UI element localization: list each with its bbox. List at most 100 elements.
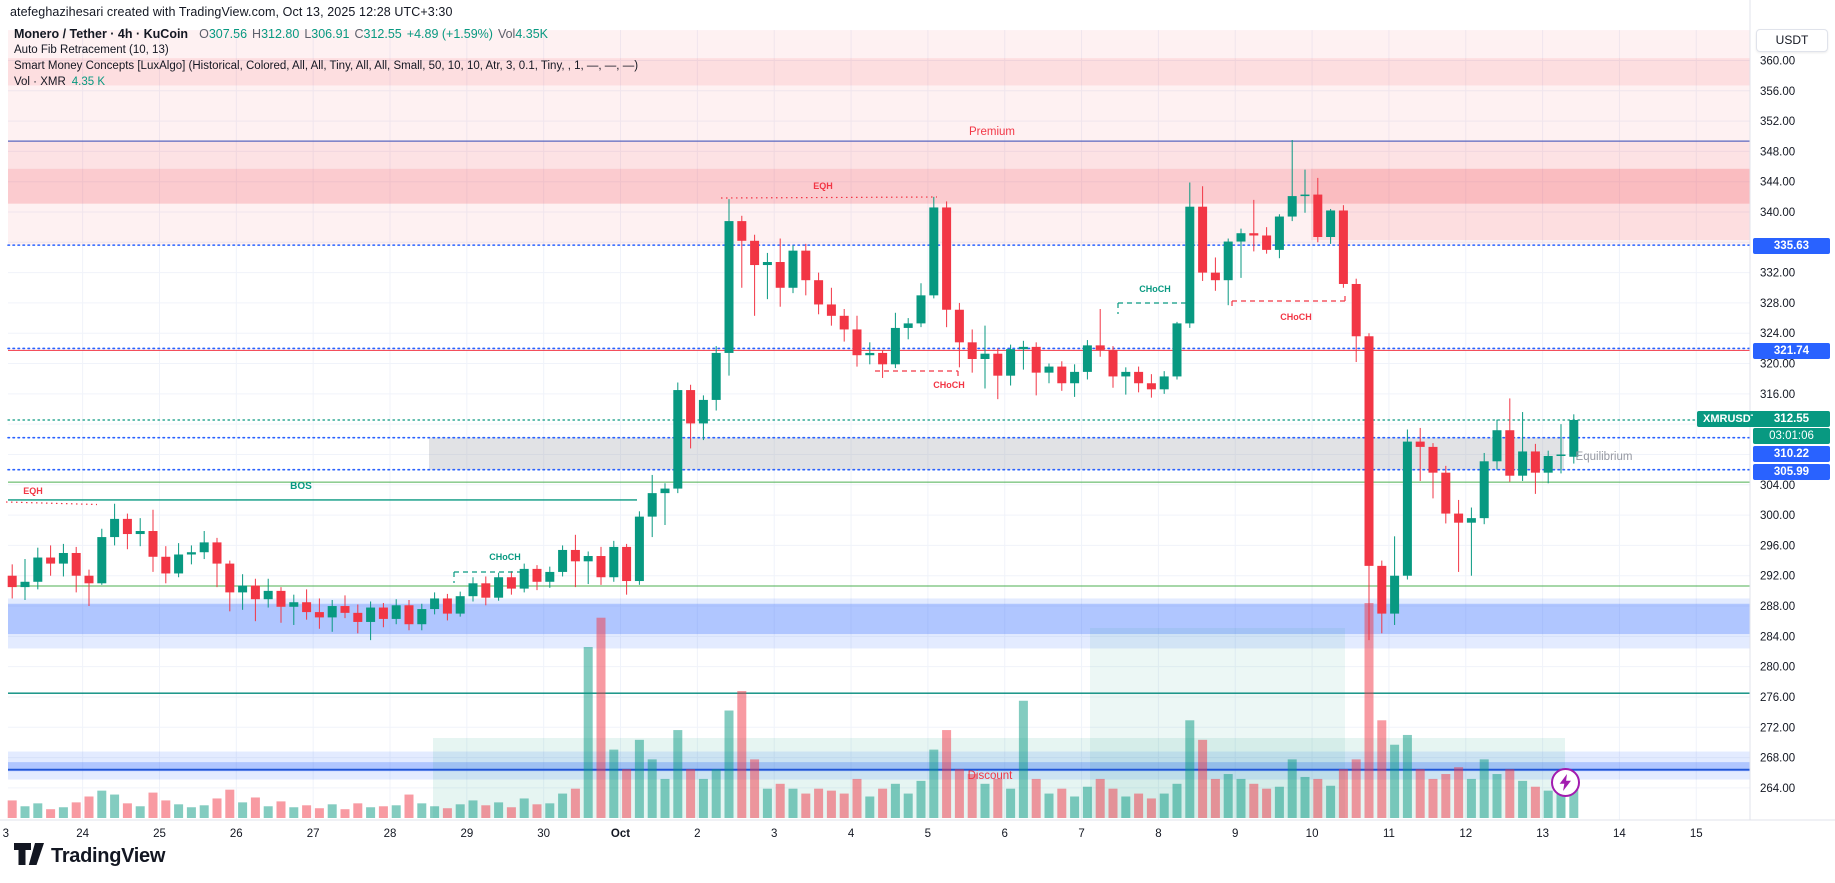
svg-text:356.00: 356.00 [1760,86,1795,98]
last-price-badge: 312.55 [1753,411,1830,427]
premium-pink-bg [8,30,1750,246]
svg-text:Oct: Oct [611,828,630,840]
close-label: C [354,27,364,41]
svg-text:344.00: 344.00 [1760,177,1795,189]
symbol-title[interactable]: Monero / Tether · 4h · KuCoin [14,27,189,41]
boost-lightning-icon[interactable] [1551,768,1580,797]
indicator-row-volume[interactable]: Vol · XMR 4.35 K [14,75,638,90]
fib-price-badge-310: 310.22 [1753,446,1830,462]
fib-band-345-341 [8,168,1750,204]
svg-text:292.00: 292.00 [1760,571,1795,583]
tradingview-logo[interactable]: TradingView [14,843,165,869]
svg-text:340.00: 340.00 [1760,207,1795,219]
svg-text:272.00: 272.00 [1760,722,1795,734]
volume-indicator-value: 4.35 K [71,76,106,88]
svg-text:12: 12 [1459,828,1472,840]
fib-band-349-341 [8,141,1750,204]
svg-text:296.00: 296.00 [1760,540,1795,552]
svg-text:284.00: 284.00 [1760,631,1795,643]
svg-text:4: 4 [848,828,855,840]
open-label: O [199,27,209,41]
indicator-row-smc[interactable]: Smart Money Concepts [LuxAlgo] (Historic… [14,60,639,72]
demand-blue-light [8,598,1750,649]
legend-symbol-row[interactable]: Monero / Tether · 4h · KuCoin O307.56 H 312… [14,27,638,42]
change-value: +4.89 (+1.59%) [406,27,493,41]
annotation-label: CHoCH [1139,284,1171,294]
svg-text:15: 15 [1690,828,1703,840]
close-value: 312.55 [363,27,402,41]
svg-text:8: 8 [1155,828,1161,840]
price-axis[interactable]: 360.00 356.00 352.00 348.00 344.00 340.00 332.… [1760,55,1795,794]
svg-text:348.00: 348.00 [1760,146,1795,158]
watermark-text: atefeghazihesari created with TradingVie… [10,5,453,19]
low-label: L [304,27,312,41]
svg-text:320.00: 320.00 [1760,359,1795,371]
zones-layer [8,30,1750,818]
svg-text:27: 27 [307,828,320,840]
annotation-label: Discount [968,770,1014,782]
svg-text:11: 11 [1383,828,1395,840]
svg-text:276.00: 276.00 [1760,692,1795,704]
fib-price-badge-321: 321.74 [1753,343,1830,359]
smc-annotations-layer: Premium Discount Equilibrium EQH EQH BOS CHoCH… [5,126,1633,782]
svg-text:3: 3 [771,828,777,840]
annotation-label: BOS [290,481,312,492]
annotation-label: Equilibrium [1576,451,1633,463]
svg-text:6: 6 [1002,828,1008,840]
annotation-label: CHoCH [489,552,521,562]
eqh-dotted-mid [720,196,938,199]
currency-toggle-button[interactable]: USDT [1756,29,1828,52]
svg-text:300.00: 300.00 [1760,510,1795,522]
svg-text:26: 26 [230,828,243,840]
low-blue-core [8,762,1750,772]
svg-text:28: 28 [384,828,397,840]
svg-text:24: 24 [76,828,89,840]
fib-price-badge-335: 335.63 [1753,238,1830,254]
annotation-label: EQH [23,486,43,496]
svg-text:30: 30 [537,828,550,840]
svg-text:7: 7 [1078,828,1084,840]
fib-band-right-ext [1311,168,1750,241]
svg-text:13: 13 [1536,828,1549,840]
svg-text:3: 3 [3,828,9,840]
svg-text:324.00: 324.00 [1760,328,1795,340]
svg-text:328.00: 328.00 [1760,298,1795,310]
candles-layer [7,140,1579,641]
volume-value: 4.35K [515,27,548,41]
svg-text:10: 10 [1306,828,1319,840]
annotation-label: CHoCH [1280,312,1312,322]
svg-text:2: 2 [694,828,700,840]
symbol-price-chip: XMRUSDT [1697,411,1764,427]
svg-text:5: 5 [925,828,931,840]
open-value: 307.56 [208,27,248,41]
chart-legend: Monero / Tether · 4h · KuCoin O307.56 H 312… [14,27,638,90]
svg-text:304.00: 304.00 [1760,480,1795,492]
svg-text:280.00: 280.00 [1760,662,1795,674]
svg-text:360.00: 360.00 [1760,55,1795,67]
tradingview-logo-icon [14,843,44,865]
volume-label: Vol [497,27,516,41]
svg-text:29: 29 [460,828,473,840]
grid-layer [8,30,1750,820]
time-axis[interactable]: 3 24 25 26 27 28 29 30 Oct 2 3 4 5 6 7 8 9 10 11 12 13 14 15 [3,828,1703,840]
demand-blue-core [8,603,1750,635]
svg-text:264.00: 264.00 [1760,783,1795,795]
volume-indicator-label: Vol · XMR [14,76,66,88]
equilibrium-band [429,437,1564,470]
tradingview-logo-text: TradingView [51,844,166,867]
annotation-label: Premium [969,126,1015,138]
annotation-label: EQH [813,181,833,191]
countdown-badge: 03:01:06 [1753,428,1830,444]
svg-text:14: 14 [1613,828,1626,840]
svg-text:288.00: 288.00 [1760,601,1795,613]
indicator-row-auto-fib[interactable]: Auto Fib Retracement (10, 13) [14,44,169,56]
eqh-dotted-left [5,501,98,506]
svg-text:352.00: 352.00 [1760,116,1795,128]
high-label: H [252,27,262,41]
annotation-label: CHoCH [933,380,965,390]
volume-layer [7,603,1579,818]
low-value: 306.91 [311,27,350,41]
fib-price-badge-305: 305.99 [1753,464,1830,480]
